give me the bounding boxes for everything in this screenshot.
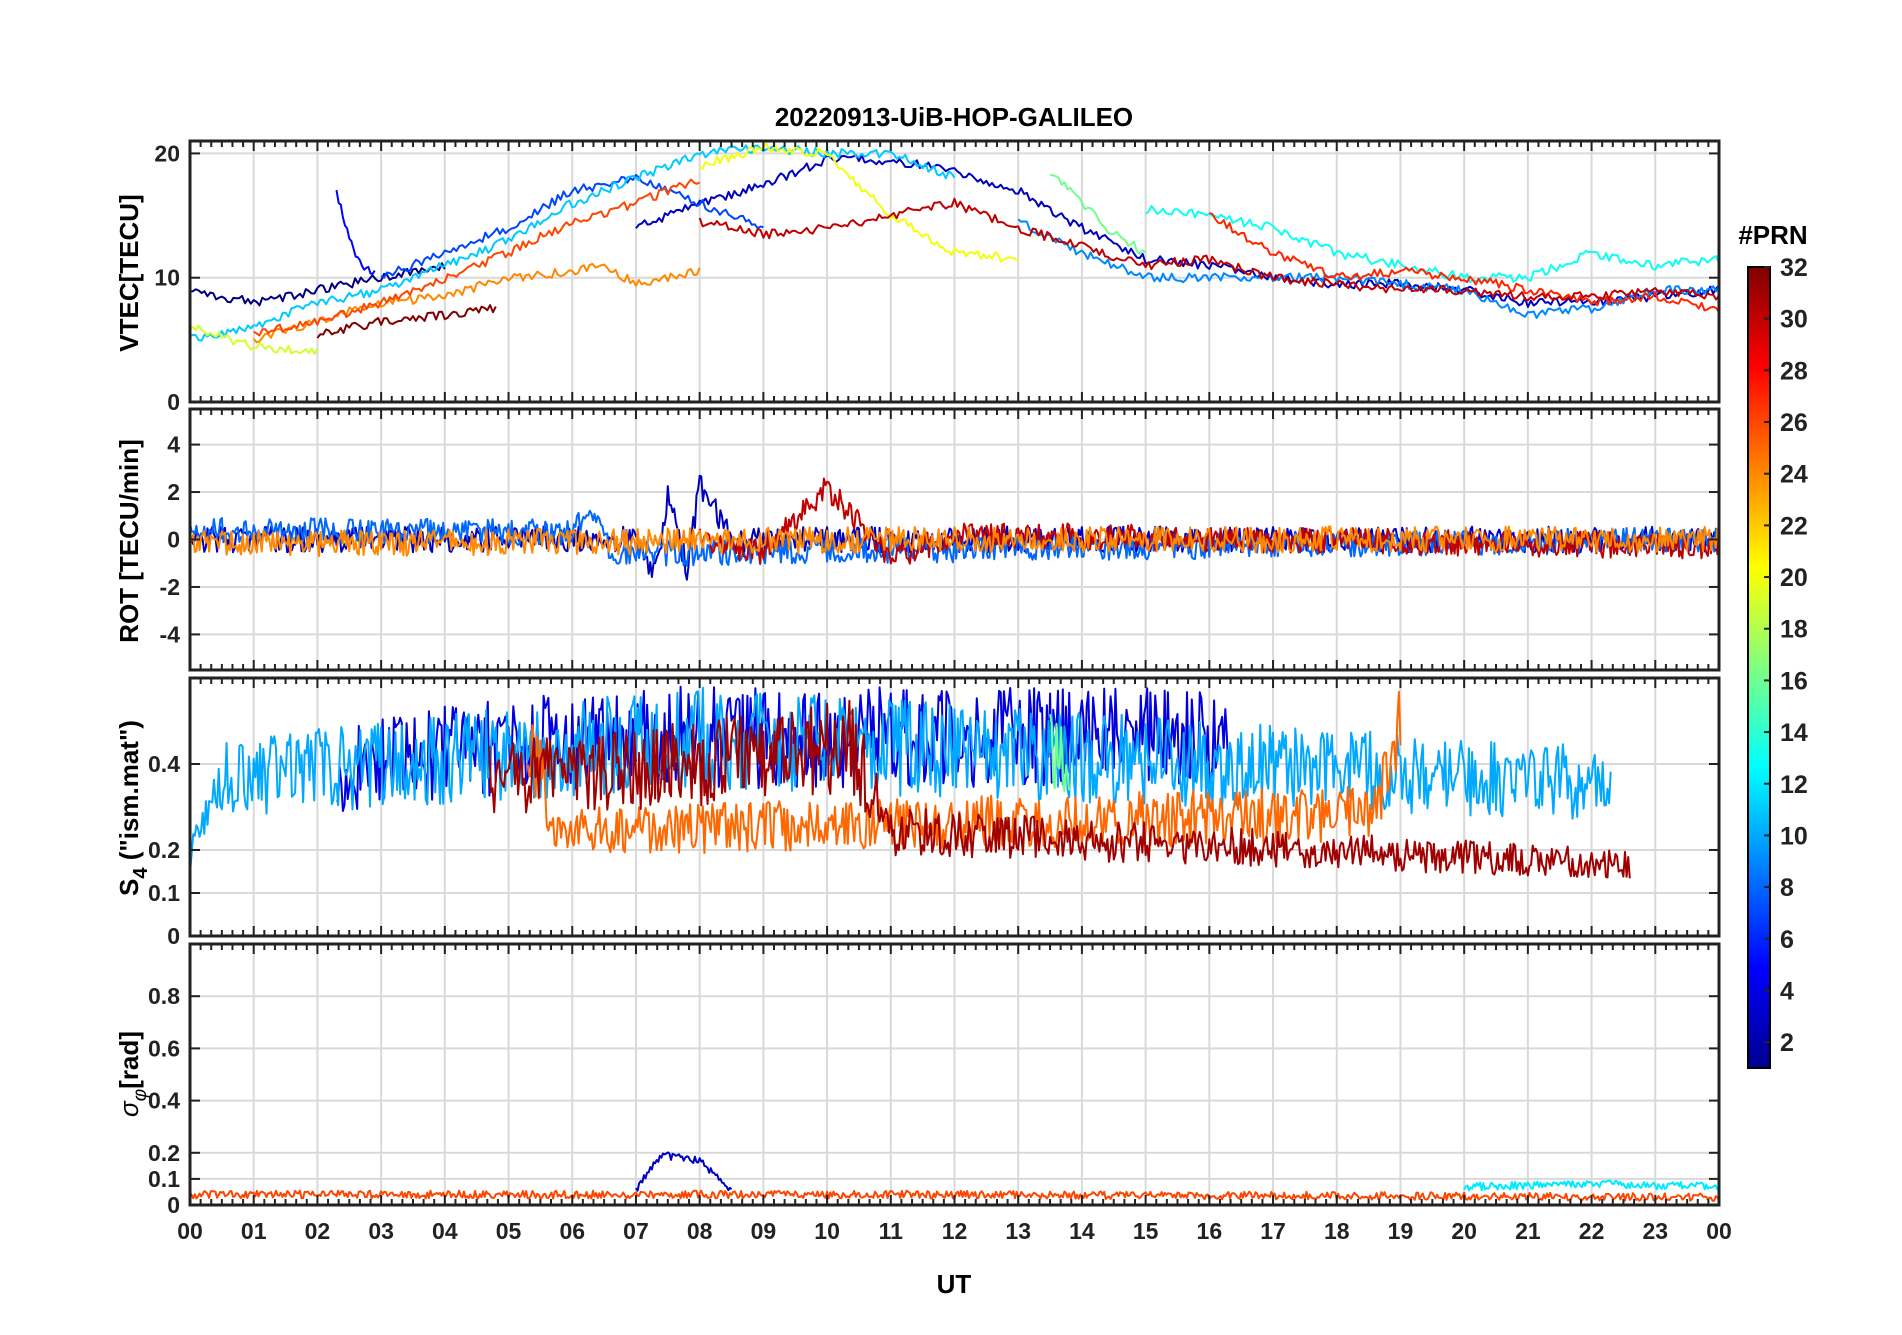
ytick-label-sigma-2: 0.2: [148, 1140, 180, 1166]
colorbar-tick-label-7: 18: [1780, 616, 1808, 644]
series-sigma-prn-3: [635, 1151, 733, 1192]
ytick-label-rot-4: 4: [167, 432, 180, 458]
xtick-label-24: 00: [1706, 1218, 1732, 1244]
xtick-label-14: 14: [1069, 1218, 1095, 1244]
sigma-label-text: σφ[rad]: [114, 1031, 151, 1117]
xtick-label-6: 06: [559, 1218, 585, 1244]
xtick-label-18: 18: [1324, 1218, 1350, 1244]
colorbar-tick-label-10: 12: [1780, 771, 1808, 799]
colorbar-tick-label-0: 32: [1780, 254, 1808, 282]
series-vtec-prn-27: [1209, 212, 1719, 313]
colorbar-tick-label-13: 6: [1780, 926, 1794, 954]
series-vtec-prn-20: [699, 142, 1019, 263]
colorbar-tick-label-6: 20: [1780, 564, 1808, 592]
xtick-label-19: 19: [1388, 1218, 1414, 1244]
xtick-label-23: 23: [1642, 1218, 1668, 1244]
colorbar-ticks: 32 30 28 26 24 22 20 18 16 14 12 10 8 6 4 2: [1764, 254, 1808, 1057]
ytick-label-sigma-1: 0.1: [148, 1166, 180, 1192]
xtick-label-17: 17: [1260, 1218, 1286, 1244]
axes-layer: 01020-4-202400.10.20.400.10.20.40.60.800…: [148, 139, 1732, 1244]
ytick-label-rot-1: -2: [160, 574, 180, 600]
ytick-label-s4-2: 0.2: [148, 837, 180, 863]
series-vtec-prn-9: [1017, 218, 1719, 319]
xtick-label-15: 15: [1133, 1218, 1159, 1244]
ytick-label-sigma-3: 0.4: [148, 1088, 180, 1114]
series-vtec-prn-7: [380, 173, 764, 279]
series-vtec-prn-24: [252, 262, 701, 344]
ytick-label-vtec-2: 20: [154, 140, 180, 166]
series-layer: [190, 142, 1719, 1202]
xtick-label-12: 12: [942, 1218, 968, 1244]
xtick-label-10: 10: [814, 1218, 840, 1244]
ylabel-sigma: σφ[rad]: [114, 1031, 151, 1117]
xtick-label-22: 22: [1579, 1218, 1605, 1244]
ytick-label-sigma-0: 0: [167, 1192, 180, 1218]
series-s4-prn-31: [488, 699, 1631, 879]
colorbar-tick-label-15: 2: [1780, 1029, 1794, 1057]
colorbar-tick-label-3: 26: [1780, 409, 1808, 437]
xtick-label-1: 01: [241, 1218, 267, 1244]
series-vtec-prn-1: [190, 262, 446, 307]
colorbar-label: #PRN: [1738, 220, 1807, 250]
xtick-label-20: 20: [1451, 1218, 1477, 1244]
xtick-label-9: 09: [751, 1218, 777, 1244]
ylabel-vtec: VTEC[TECU]: [114, 194, 144, 351]
ytick-label-s4-3: 0.4: [148, 751, 180, 777]
ylabel-s4: S4 ("ism.mat"): [114, 720, 152, 896]
colorbar: [1747, 266, 1771, 1069]
ytick-label-s4-0: 0: [167, 923, 180, 949]
ytick-label-sigma-4: 0.6: [148, 1035, 180, 1061]
series-s4-prn-25: [526, 690, 1402, 854]
xtick-label-4: 04: [432, 1218, 458, 1244]
xtick-label-2: 02: [305, 1218, 331, 1244]
series-vtec-prn-32: [316, 304, 497, 339]
xtick-label-0: 00: [177, 1218, 203, 1244]
ytick-label-rot-2: 0: [167, 527, 180, 553]
series-rot-prn-24: [190, 525, 1719, 558]
ylabel-rot: ROT [TECU/min]: [114, 439, 144, 643]
ytick-label-s4-1: 0.1: [148, 880, 180, 906]
xtick-label-21: 21: [1515, 1218, 1541, 1244]
series-sigma-prn-12: [1463, 1179, 1719, 1192]
colorbar-tick-label-1: 30: [1780, 306, 1808, 334]
svg-text:ROT [TECU/min]: ROT [TECU/min]: [114, 439, 144, 643]
series-vtec-prn-26: [253, 178, 701, 337]
svg-text:VTEC[TECU]: VTEC[TECU]: [114, 194, 144, 351]
x-axis-label: UT: [937, 1269, 972, 1299]
colorbar-tick-label-2: 28: [1780, 357, 1808, 385]
series-s4-prn-16: [1049, 714, 1071, 793]
colorbar-tick-label-9: 14: [1780, 719, 1808, 747]
xtick-label-8: 08: [687, 1218, 713, 1244]
ytick-label-rot-0: -4: [160, 621, 181, 647]
colorbar-tick-label-8: 16: [1780, 667, 1808, 695]
xtick-label-5: 05: [496, 1218, 522, 1244]
xtick-label-3: 03: [368, 1218, 394, 1244]
colorbar-tick-label-4: 24: [1780, 461, 1808, 489]
series-vtec-prn-16: [1050, 174, 1147, 255]
xtick-label-7: 07: [623, 1218, 649, 1244]
ytick-label-vtec-1: 10: [154, 265, 180, 291]
xtick-label-11: 11: [879, 1218, 904, 1244]
series-vtec-prn-5: [335, 189, 376, 275]
xtick-label-13: 13: [1005, 1218, 1031, 1244]
series-vtec-prn-3: [635, 154, 1719, 308]
ytick-label-rot-3: 2: [167, 479, 180, 505]
series-vtec-prn-13: [1144, 205, 1719, 284]
s4-label-text: S4 ("ism.mat"): [114, 720, 152, 896]
colorbar-tick-label-14: 4: [1780, 977, 1794, 1005]
colorbar-tick-label-11: 10: [1780, 822, 1808, 850]
chart-title: 20220913-UiB-HOP-GALILEO: [775, 102, 1133, 132]
series-vtec-prn-19: [190, 324, 319, 355]
ytick-label-sigma-5: 0.8: [148, 983, 180, 1009]
colorbar-tick-label-12: 8: [1780, 874, 1794, 902]
series-vtec-prn-30: [698, 197, 1719, 302]
ytick-label-vtec-0: 0: [167, 389, 180, 415]
colorbar-tick-label-5: 22: [1780, 512, 1808, 540]
xtick-label-16: 16: [1197, 1218, 1223, 1244]
series-s4-prn-10: [190, 686, 1612, 873]
